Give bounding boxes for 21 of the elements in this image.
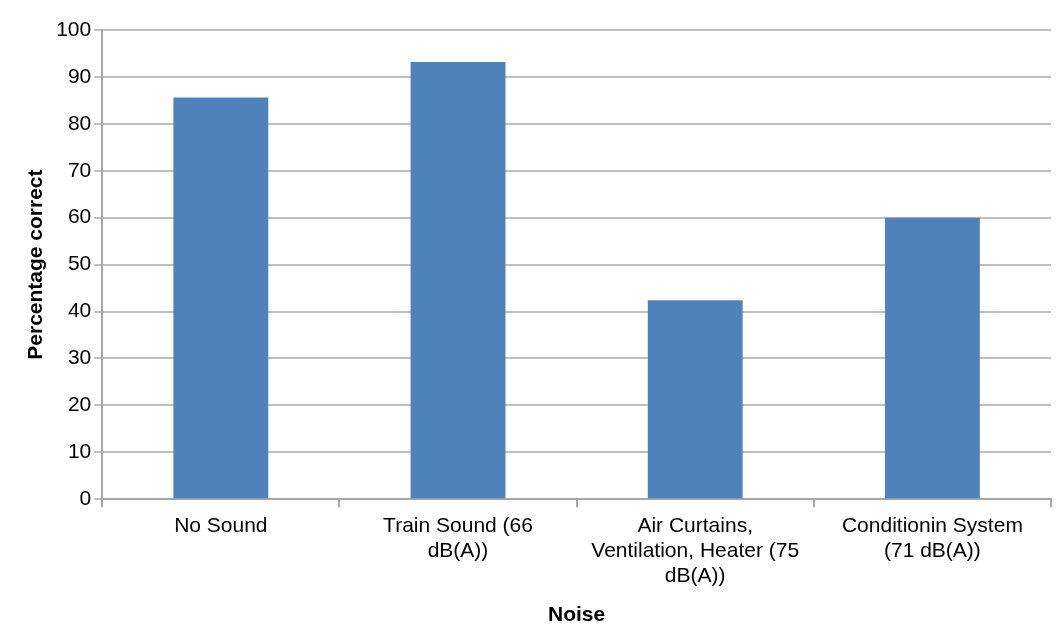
y-tick-label: 30 (67, 345, 92, 369)
y-tick-label: 10 (67, 439, 92, 463)
y-tick-label: 40 (67, 298, 92, 322)
y-tick-label: 100 (56, 16, 92, 40)
y-tick-label: 60 (67, 204, 92, 228)
x-tick-label: Air Curtains, Ventilation, Heater (75 dB(A)) (591, 512, 800, 586)
y-tick-label: 80 (67, 110, 92, 134)
bar (173, 97, 269, 499)
x-axis-title: Noise (548, 602, 606, 626)
y-axis-title: Percentage correct (23, 169, 47, 360)
y-tick-label: 90 (67, 63, 92, 87)
y-tick-label: 20 (67, 392, 92, 416)
bar (884, 217, 980, 499)
x-tick-label: No Sound (174, 512, 268, 536)
x-tick-label: Train Sound (66 dB(A)) (383, 512, 533, 561)
x-tick-label: Conditionin System (71 dB(A)) (841, 512, 1023, 561)
y-tick-label: 70 (67, 157, 92, 181)
y-tick-label: 0 (79, 486, 92, 509)
bar (647, 300, 743, 499)
bar (410, 61, 506, 499)
y-tick-label: 50 (67, 251, 92, 275)
